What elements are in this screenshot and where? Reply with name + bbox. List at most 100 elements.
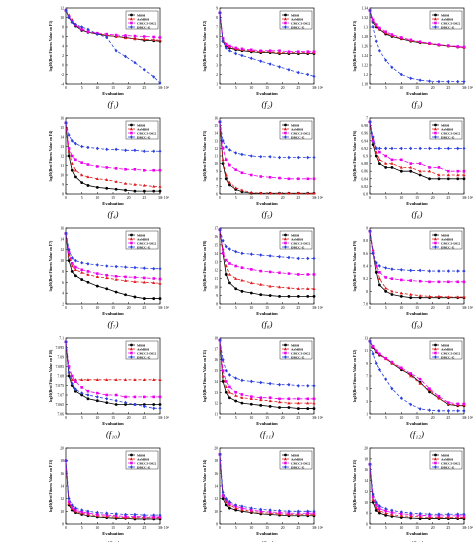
data-point [437,512,441,517]
data-point [390,158,394,162]
data-point [462,79,466,84]
y-tick-label: 8 [366,290,368,294]
data-point [399,396,403,400]
data-point [250,268,253,271]
data-point [152,149,156,154]
data-point [86,393,90,397]
data-point [259,380,263,385]
data-point [114,378,118,381]
data-point [114,393,118,397]
data-point [133,378,137,381]
data-point [105,35,109,40]
data-point [384,286,388,290]
data-point [378,352,381,356]
y-tick-label: -2 [61,73,64,77]
data-point [67,259,71,262]
data-point [296,256,300,261]
chart-panel-3: 1.18 1.2 1.22 1.24 1.26 1.28 1.3 1.32 1.34 0 5 10 15… [353,7,474,110]
y-tick-label: 6.86 [361,170,368,174]
data-point [70,381,74,386]
data-point [80,510,83,514]
data-point [74,380,77,383]
y-tick-label: 13 [364,337,368,341]
x-tick-label: 20 [431,416,435,420]
data-point [418,294,422,297]
data-point [152,395,156,399]
data-point [234,393,238,397]
x-axis-label: Evaluation [102,91,124,96]
legend-label: CBCC3-DG2 [441,351,461,355]
data-point [399,146,403,151]
data-point [64,8,68,13]
data-point [399,295,403,298]
data-point [306,295,310,298]
data-point [384,266,388,270]
data-point [234,264,237,268]
data-point [399,291,403,295]
data-point [296,407,300,410]
data-point [73,22,77,27]
legend-label: AeMBH [441,457,453,461]
data-point [152,266,156,271]
y-tick-label: 1.18 [361,83,368,87]
data-point [95,395,99,399]
y-axis-label: log10(Best Fitness Value on F6) [353,130,357,181]
data-point [374,270,378,274]
data-point [462,269,466,273]
data-point [368,462,372,467]
data-point [80,161,83,164]
data-point [234,276,238,280]
data-point [105,513,109,517]
data-point [306,273,310,276]
x-tick-label: 0 [65,416,67,420]
data-point [152,277,156,280]
data-point [158,189,162,193]
y-tick-label: 7 [216,26,218,30]
data-point [390,277,394,280]
series-line [369,231,464,299]
x-tick-label: 25 [446,526,450,530]
x-tick-label: 15 [111,196,115,200]
legend-marker [284,453,287,457]
data-point [240,278,244,282]
series-4 [64,231,162,271]
panel-caption: (f₁₅) [410,539,424,542]
data-point [67,500,71,504]
data-point [384,58,388,63]
legend-label: CBCC3-DG2 [291,241,311,245]
x-tick-label: 0 [219,86,221,90]
data-point [306,256,310,261]
data-point [287,177,291,181]
data-point [114,275,118,278]
data-point [368,339,372,343]
data-point [400,278,403,282]
data-point [221,158,225,161]
y-tick-label: 6 [62,35,64,39]
x-tick-label: 10 [399,416,403,420]
data-point [437,177,441,181]
x-tick-label: 5 [81,526,83,530]
data-point [418,173,422,177]
data-point [462,177,466,181]
data-point [158,297,162,300]
chart-panel-1: -4 -2 0 2 4 6 8 10 12 0 5 10 15 20 25 30 × 10⁴ Evaluation… [49,7,170,110]
x-tick-label: 25 [142,196,146,200]
panel-caption: (f₅) [262,209,273,219]
data-point [306,407,310,410]
y-tick-label: 8.6 [363,252,368,256]
data-point [124,403,127,406]
data-point [371,344,375,348]
data-point [240,53,244,58]
data-point [221,238,225,243]
series-4 [368,339,466,413]
legend-marker [284,131,287,135]
y-tick-label: 3 [216,64,218,68]
y-tick-label: 10 [60,510,64,514]
y-tick-label: 14 [60,136,64,140]
data-point [287,382,291,387]
data-point [374,39,378,44]
data-point [278,511,281,514]
y-tick-label: 5 [366,387,368,391]
data-point [306,155,310,160]
data-point [446,295,450,299]
